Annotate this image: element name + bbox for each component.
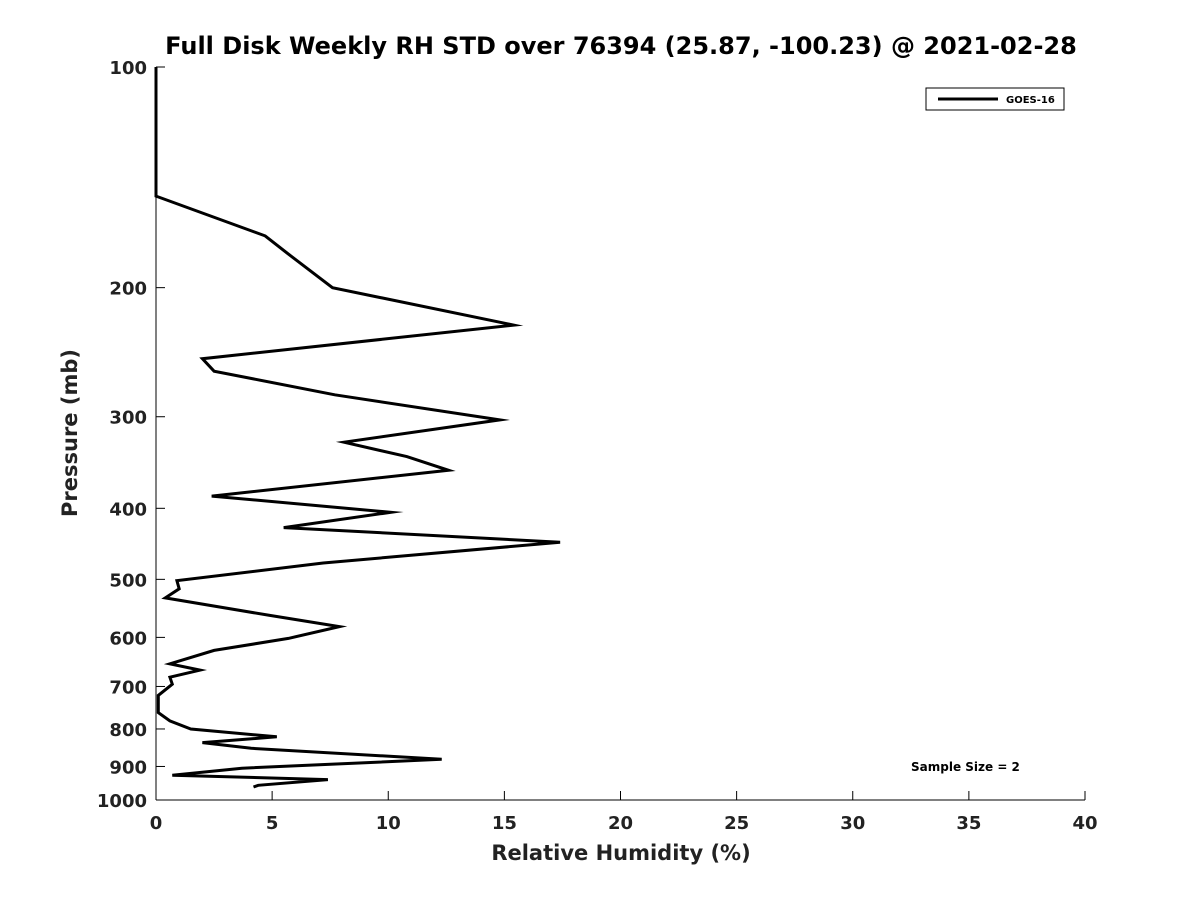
plot-axes: 0 5 10 15 20 25 30 35 40 100 200 300 400 500 600 700 800… bbox=[97, 58, 1098, 834]
x-tick-label: 0 bbox=[150, 813, 163, 834]
sample-size-annotation: Sample Size = 2 bbox=[911, 760, 1020, 774]
y-tick-label: 800 bbox=[109, 720, 147, 741]
plot-series bbox=[154, 67, 561, 789]
y-tick-label: 500 bbox=[109, 570, 147, 591]
y-tick-label: 900 bbox=[109, 757, 147, 778]
y-tick-label: 600 bbox=[109, 628, 147, 649]
y-tick-label: 200 bbox=[109, 279, 147, 300]
y-tick-label: 400 bbox=[109, 499, 147, 520]
x-tick-label: 35 bbox=[956, 813, 981, 834]
x-tick-label: 10 bbox=[376, 813, 401, 834]
y-axis-label: Pressure (mb) bbox=[58, 349, 82, 517]
legend: GOES-16 bbox=[925, 87, 1065, 111]
y-tick-label: 300 bbox=[109, 408, 147, 429]
x-axis-label: Relative Humidity (%) bbox=[491, 841, 750, 865]
x-tick-label: 15 bbox=[492, 813, 517, 834]
legend-label-goes-16: GOES-16 bbox=[1006, 95, 1055, 106]
y-tick-label: 100 bbox=[109, 58, 147, 79]
x-tick-label: 30 bbox=[840, 813, 865, 834]
y-tick-label: 700 bbox=[109, 677, 147, 698]
x-tick-label: 25 bbox=[724, 813, 749, 834]
series-line-goes-16 bbox=[154, 67, 561, 789]
y-tick-label: 1000 bbox=[97, 791, 147, 812]
chart-title: Full Disk Weekly RH STD over 76394 (25.8… bbox=[165, 32, 1077, 60]
x-tick-label: 5 bbox=[266, 813, 279, 834]
x-tick-label: 40 bbox=[1072, 813, 1097, 834]
x-tick-label: 20 bbox=[608, 813, 633, 834]
